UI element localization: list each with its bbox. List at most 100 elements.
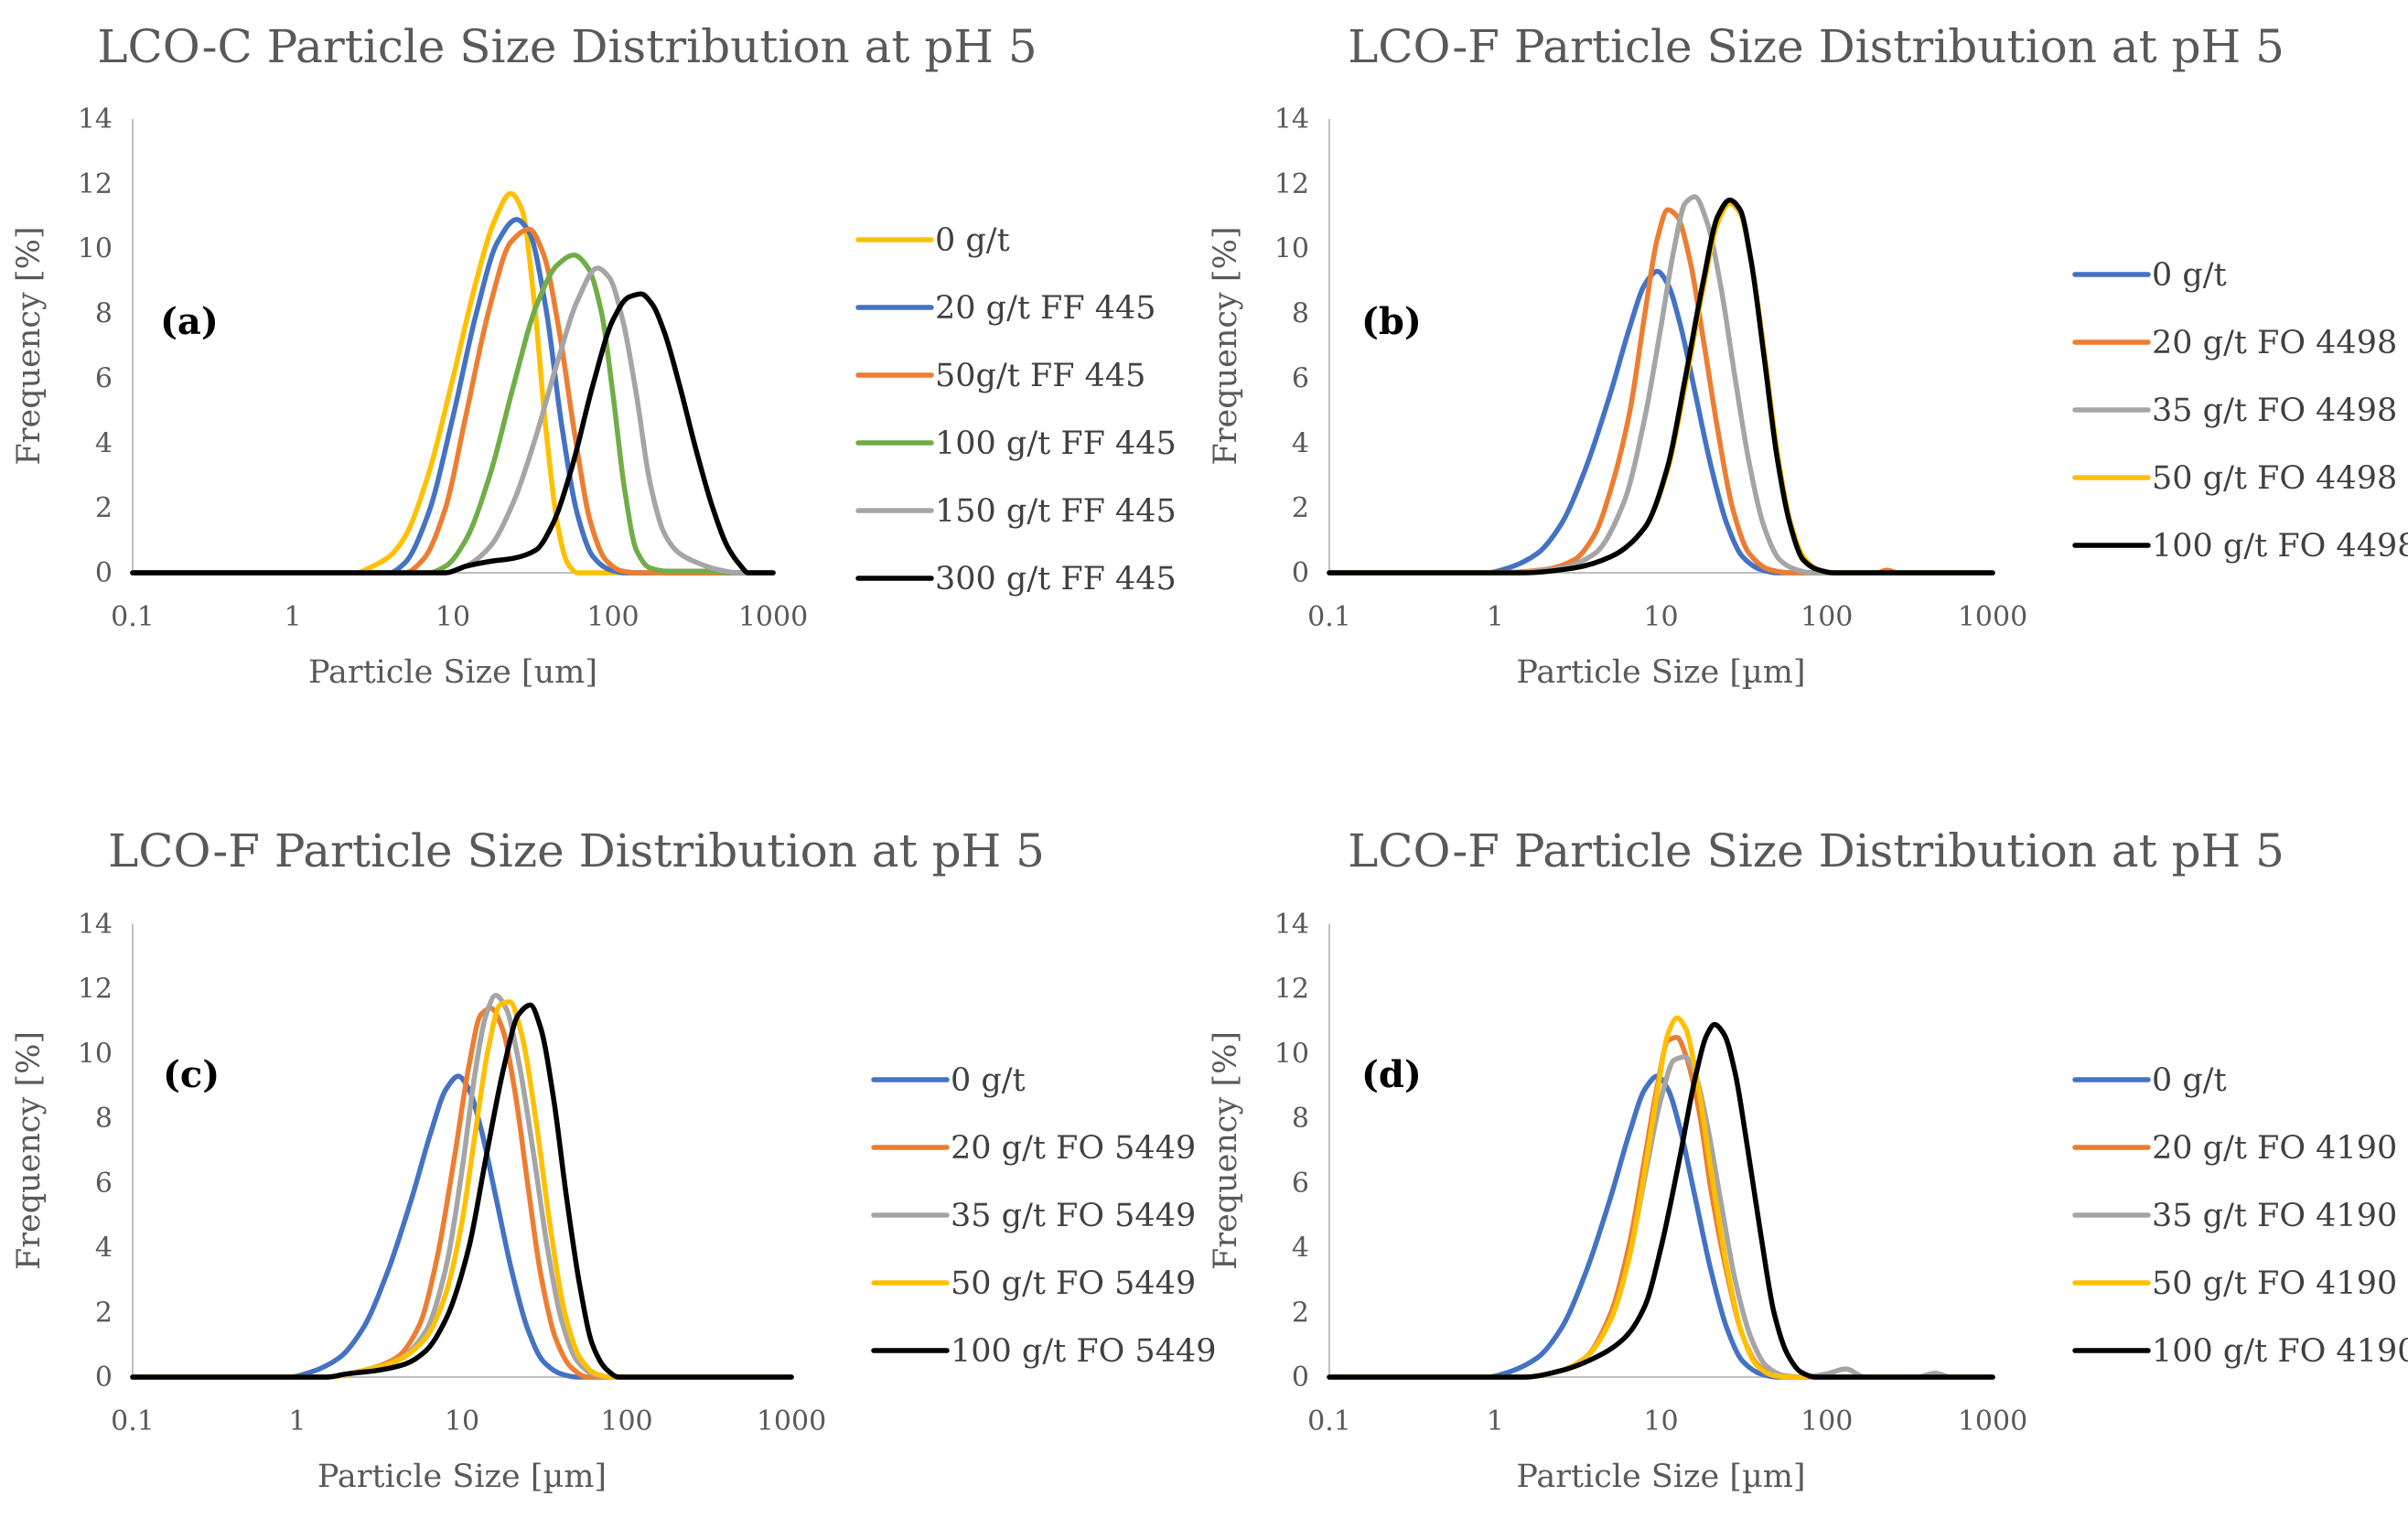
y-tick-label: 14 xyxy=(78,103,113,135)
y-tick-label: 4 xyxy=(1292,1233,1309,1265)
y-tick-label: 6 xyxy=(1292,1168,1309,1200)
legend-entry: 20 g/t FF 445 xyxy=(935,290,1156,327)
chart-title: LCO-F Particle Size Distribution at pH 5 xyxy=(1348,824,2284,877)
chart-panel: LCO-F Particle Size Distribution at pH 5… xyxy=(11,824,1217,1495)
y-axis-label: Frequency [%] xyxy=(11,1031,48,1270)
y-tick-label: 2 xyxy=(95,1297,113,1329)
x-tick-label: 100 xyxy=(600,1405,652,1437)
legend-entry: 50 g/t FO 4190 xyxy=(2152,1265,2397,1302)
y-tick-label: 10 xyxy=(1274,1038,1309,1070)
legend-entry: 20 g/t FO 4190 xyxy=(2152,1130,2397,1167)
legend-entry: 35 g/t FO 4190 xyxy=(2152,1198,2397,1234)
series-line-300-g-t-ff-445 xyxy=(130,291,776,576)
y-tick-label: 14 xyxy=(1274,909,1309,941)
x-axis-label: Particle Size [um] xyxy=(308,654,597,691)
legend-entry: 20 g/t FO 5449 xyxy=(951,1130,1196,1167)
chart-title: LCO-F Particle Size Distribution at pH 5 xyxy=(108,824,1045,877)
legend: 0 g/t 20 g/t FO 4190 35 g/t FO 4190 50 g/t … xyxy=(2072,1062,2408,1370)
legend-entry: 0 g/t xyxy=(2152,1062,2227,1099)
y-tick-label: 12 xyxy=(1274,974,1309,1006)
x-tick-label: 1 xyxy=(1487,601,1504,633)
y-tick-label: 10 xyxy=(78,233,113,265)
x-tick-label: 1000 xyxy=(1958,1405,2027,1437)
legend: 0 g/t 20 g/t FO 5449 35 g/t FO 5449 50 g/t … xyxy=(871,1062,1217,1370)
series-line-0-g-t xyxy=(1327,268,1995,576)
series-line-100-g-t-fo-4190 xyxy=(1327,1021,1995,1380)
y-tick-label: 0 xyxy=(1292,557,1309,589)
legend-entry: 300 g/t FF 445 xyxy=(935,561,1177,598)
x-tick-label: 1 xyxy=(1487,1405,1504,1437)
series-line-20-g-t-ff-445 xyxy=(130,217,776,576)
x-tick-label: 1000 xyxy=(738,601,808,633)
x-tick-label: 0.1 xyxy=(111,1405,155,1437)
y-tick-label: 0 xyxy=(1292,1362,1309,1394)
panel-tag: (a) xyxy=(160,300,219,343)
y-tick-label: 2 xyxy=(1292,1297,1309,1329)
x-tick-label: 0.1 xyxy=(111,601,155,633)
chart-title: LCO-F Particle Size Distribution at pH 5 xyxy=(1348,20,2284,73)
series-line-0-g-t xyxy=(1327,1073,1995,1380)
legend-entry: 35 g/t FO 4498 xyxy=(2152,393,2397,429)
series-line-0-g-t xyxy=(130,190,776,576)
y-tick-label: 0 xyxy=(95,557,113,589)
y-tick-label: 4 xyxy=(95,1233,113,1265)
y-axis-label: Frequency [%] xyxy=(11,227,48,466)
series-line-20-g-t-fo-4498 xyxy=(1327,207,1995,576)
x-axis-label: Particle Size [µm] xyxy=(1516,654,1805,691)
series-line-20-g-t-fo-5449 xyxy=(130,1006,794,1380)
series-line-100-g-t-ff-445 xyxy=(130,253,776,576)
y-tick-label: 4 xyxy=(1292,427,1309,459)
y-tick-label: 2 xyxy=(1292,492,1309,524)
x-tick-label: 0.1 xyxy=(1307,601,1351,633)
x-tick-label: 0.1 xyxy=(1307,1405,1351,1437)
y-tick-label: 8 xyxy=(1292,298,1309,330)
legend-entry: 50 g/t FO 5449 xyxy=(951,1265,1196,1302)
legend-entry: 50g/t FF 445 xyxy=(935,358,1145,394)
x-tick-label: 1 xyxy=(288,1405,306,1437)
chart-panel: LCO-F Particle Size Distribution at pH 5… xyxy=(1208,20,2408,691)
x-tick-label: 100 xyxy=(1801,601,1853,633)
y-tick-label: 12 xyxy=(78,974,113,1006)
legend-entry: 150 g/t FF 445 xyxy=(935,493,1177,530)
x-axis-label: Particle Size [µm] xyxy=(1516,1459,1805,1495)
series-line-50g-t-ff-445 xyxy=(130,226,776,576)
x-tick-label: 1 xyxy=(284,601,301,633)
series-line-100-g-t-fo-4498 xyxy=(1327,197,1995,576)
chart-panel: LCO-F Particle Size Distribution at pH 5… xyxy=(1208,824,2408,1495)
legend-entry: 50 g/t FO 4498 xyxy=(2152,460,2397,497)
panel-tag: (c) xyxy=(163,1053,220,1096)
legend-entry: 0 g/t xyxy=(935,222,1010,259)
x-tick-label: 10 xyxy=(445,1405,479,1437)
x-tick-label: 100 xyxy=(586,601,639,633)
y-tick-label: 6 xyxy=(95,362,113,394)
x-tick-label: 1000 xyxy=(1958,601,2027,633)
y-tick-label: 10 xyxy=(78,1038,113,1070)
y-tick-label: 12 xyxy=(1274,168,1309,200)
y-tick-label: 8 xyxy=(1292,1103,1309,1135)
panel-tag: (d) xyxy=(1361,1053,1422,1096)
legend-entry: 100 g/t FF 445 xyxy=(935,425,1177,462)
y-tick-label: 6 xyxy=(95,1168,113,1200)
series-line-20-g-t-fo-4190 xyxy=(1327,1035,1995,1380)
series-line-35-g-t-fo-5449 xyxy=(130,993,794,1380)
series-line-50-g-t-fo-5449 xyxy=(130,999,794,1380)
x-tick-label: 1000 xyxy=(757,1405,826,1437)
legend-entry: 100 g/t FO 5449 xyxy=(951,1333,1217,1370)
x-tick-label: 10 xyxy=(435,601,470,633)
chart-title: LCO-C Particle Size Distribution at pH 5 xyxy=(97,20,1037,73)
y-tick-label: 4 xyxy=(95,427,113,459)
chart-panel: LCO-C Particle Size Distribution at pH 5… xyxy=(11,20,1177,691)
y-tick-label: 6 xyxy=(1292,362,1309,394)
series-line-35-g-t-fo-4498 xyxy=(1327,194,1995,576)
series-line-100-g-t-fo-5449 xyxy=(130,1002,794,1380)
series-line-0-g-t xyxy=(130,1073,794,1380)
y-tick-label: 14 xyxy=(78,909,113,941)
legend-entry: 100 g/t FO 4498 xyxy=(2152,528,2408,565)
y-axis-label: Frequency [%] xyxy=(1208,227,1244,466)
y-axis-label: Frequency [%] xyxy=(1208,1031,1244,1270)
legend-entry: 0 g/t xyxy=(951,1062,1026,1099)
y-tick-label: 10 xyxy=(1274,233,1309,265)
x-tick-label: 100 xyxy=(1801,1405,1853,1437)
legend: 0 g/t 20 g/t FO 4498 35 g/t FO 4498 50 g/t … xyxy=(2072,257,2408,565)
series-line-50-g-t-fo-4498 xyxy=(1327,200,1995,576)
